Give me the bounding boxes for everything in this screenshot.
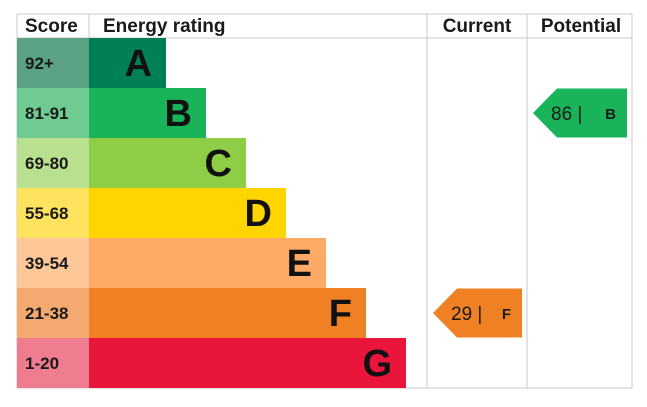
band-bar-a [89,38,166,88]
current-rating-arrow [433,288,522,338]
band-letter-b: B [165,93,192,135]
score-label-a: 92+ [25,54,54,73]
header-current: Current [443,16,512,37]
band-letter-g: G [362,343,392,385]
score-label-c: 69-80 [25,154,68,173]
band-letter-f: F [329,293,352,335]
score-cell-d [17,188,89,238]
score-cell-g [17,338,89,388]
header-score: Score [25,16,78,37]
score-label-b: 81-91 [25,104,68,123]
current-rating-value: 29 | [451,304,482,325]
score-cell-f [17,288,89,338]
band-bar-e [89,238,326,288]
potential-rating-letter: B [605,106,616,123]
score-cell-e [17,238,89,288]
band-letter-e: E [287,243,312,285]
score-label-g: 1-20 [25,354,59,373]
score-cell-a [17,38,89,88]
potential-rating-arrow [533,88,627,138]
header-potential: Potential [541,16,621,37]
rating-bands: 92+ A 81-91 B 69-80 C 55-68 D 39-54 E 21-38 F 1-20 G [17,38,406,388]
score-label-e: 39-54 [25,254,69,273]
potential-rating-value: 86 | [551,104,582,125]
header-energy-rating: Energy rating [103,16,225,37]
band-bar-d [89,188,286,238]
band-bar-f [89,288,366,338]
band-letter-c: C [205,143,232,185]
current-rating-letter: F [502,306,511,323]
score-label-f: 21-38 [25,304,68,323]
band-bar-g [89,338,406,388]
score-label-d: 55-68 [25,204,68,223]
rating-indicators: 29 | F 86 | B [433,88,627,338]
band-letter-d: D [245,193,272,235]
band-bar-c [89,138,246,188]
band-bar-b [89,88,206,138]
score-cell-c [17,138,89,188]
score-cell-b [17,88,89,138]
band-letter-a: A [125,43,152,85]
